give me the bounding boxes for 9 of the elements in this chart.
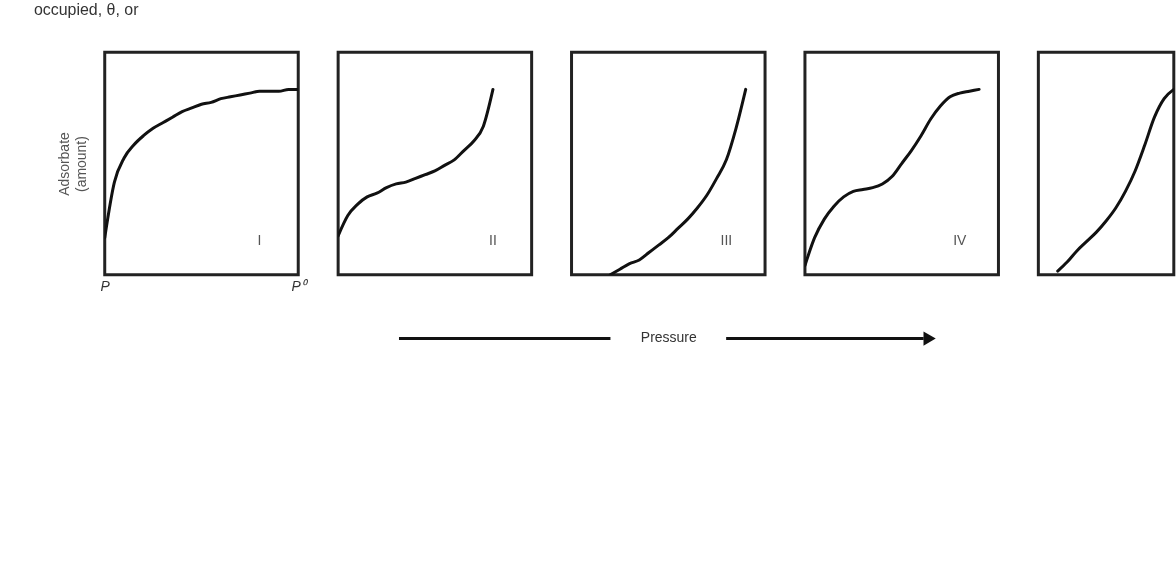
annotation: III <box>720 232 733 249</box>
annotation: II <box>489 232 497 249</box>
x-tick-label: P <box>100 278 111 295</box>
annotation: IV <box>953 232 968 249</box>
text: occupied, θ, or <box>33 1 140 19</box>
x-axis-title: Pressure <box>640 329 697 346</box>
x-tick-label: P⁰ <box>291 278 309 295</box>
annotation: I <box>257 232 262 249</box>
y-axis-title: Adsorbate (amount) <box>56 132 90 196</box>
